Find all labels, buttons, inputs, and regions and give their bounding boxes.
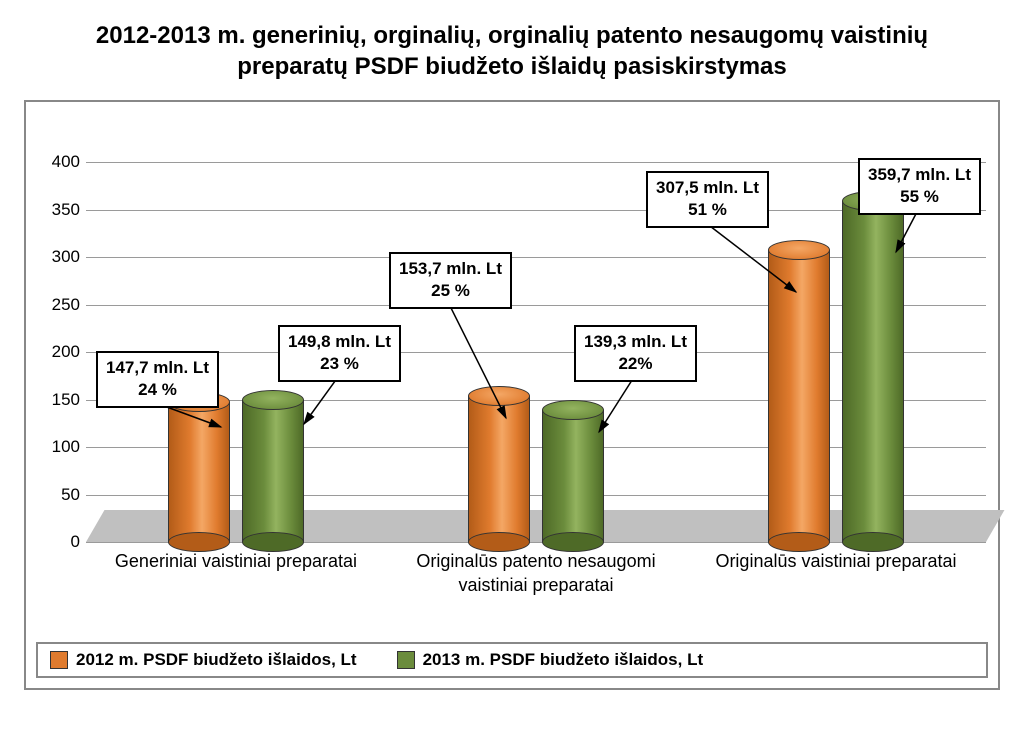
data-label-callout: 307,5 mln. Lt51 %	[646, 171, 769, 227]
bar-cylinder	[242, 400, 304, 542]
y-tick-label: 250	[36, 295, 80, 315]
y-tick-label: 0	[36, 532, 80, 552]
data-label-callout: 149,8 mln. Lt23 %	[278, 325, 401, 381]
data-label-callout: 139,3 mln. Lt22%	[574, 325, 697, 381]
callout-arrow-icon	[26, 102, 27, 103]
legend-swatch-icon	[50, 651, 68, 669]
x-category-label: Generiniai vaistiniai preparatai	[106, 550, 366, 573]
y-tick-label: 200	[36, 342, 80, 362]
y-tick-label: 100	[36, 437, 80, 457]
chart-legend: 2012 m. PSDF biudžeto išlaidos, Lt 2013 …	[36, 642, 988, 678]
callout-value: 147,7 mln. Lt	[106, 357, 209, 379]
legend-item: 2012 m. PSDF biudžeto išlaidos, Lt	[50, 650, 357, 670]
callout-percent: 24 %	[106, 379, 209, 401]
callout-arrow-icon	[26, 102, 27, 103]
callout-percent: 23 %	[288, 353, 391, 375]
bar-cylinder	[468, 396, 530, 542]
chart-title: 2012-2013 m. generinių, orginalių, orgin…	[64, 20, 960, 82]
callout-value: 359,7 mln. Lt	[868, 164, 971, 186]
y-tick-label: 300	[36, 247, 80, 267]
legend-swatch-icon	[397, 651, 415, 669]
callout-percent: 25 %	[399, 280, 502, 302]
y-tick-label: 50	[36, 485, 80, 505]
x-category-label: Originalūs vaistiniai preparatai	[706, 550, 966, 573]
callout-arrow-icon	[26, 102, 27, 103]
data-label-callout: 359,7 mln. Lt55 %	[858, 158, 981, 214]
callout-value: 153,7 mln. Lt	[399, 258, 502, 280]
callout-arrow-icon	[26, 102, 27, 103]
legend-item: 2013 m. PSDF biudžeto išlaidos, Lt	[397, 650, 704, 670]
y-tick-label: 350	[36, 200, 80, 220]
grid-line	[86, 162, 986, 163]
bar-cylinder	[842, 201, 904, 543]
data-label-callout: 153,7 mln. Lt25 %	[389, 252, 512, 308]
callout-percent: 55 %	[868, 186, 971, 208]
x-category-label: Originalūs patento nesaugomi vaistiniai …	[406, 550, 666, 597]
bar-cylinder	[768, 250, 830, 542]
bar-cylinder	[168, 402, 230, 542]
y-tick-label: 150	[36, 390, 80, 410]
bar-cylinder	[542, 410, 604, 542]
callout-value: 307,5 mln. Lt	[656, 177, 759, 199]
page-container: 2012-2013 m. generinių, orginalių, orgin…	[0, 0, 1024, 732]
plot-area	[86, 162, 986, 542]
chart-frame: 147,7 mln. Lt24 % 149,8 mln. Lt23 % 153,7 …	[24, 100, 1000, 690]
legend-label: 2013 m. PSDF biudžeto išlaidos, Lt	[423, 650, 704, 670]
legend-label: 2012 m. PSDF biudžeto išlaidos, Lt	[76, 650, 357, 670]
y-tick-label: 400	[36, 152, 80, 172]
callout-arrow-icon	[26, 102, 27, 103]
callout-percent: 51 %	[656, 199, 759, 221]
callout-value: 139,3 mln. Lt	[584, 331, 687, 353]
data-label-callout: 147,7 mln. Lt24 %	[96, 351, 219, 407]
callout-value: 149,8 mln. Lt	[288, 331, 391, 353]
callout-percent: 22%	[584, 353, 687, 375]
callout-arrow-icon	[26, 102, 27, 103]
